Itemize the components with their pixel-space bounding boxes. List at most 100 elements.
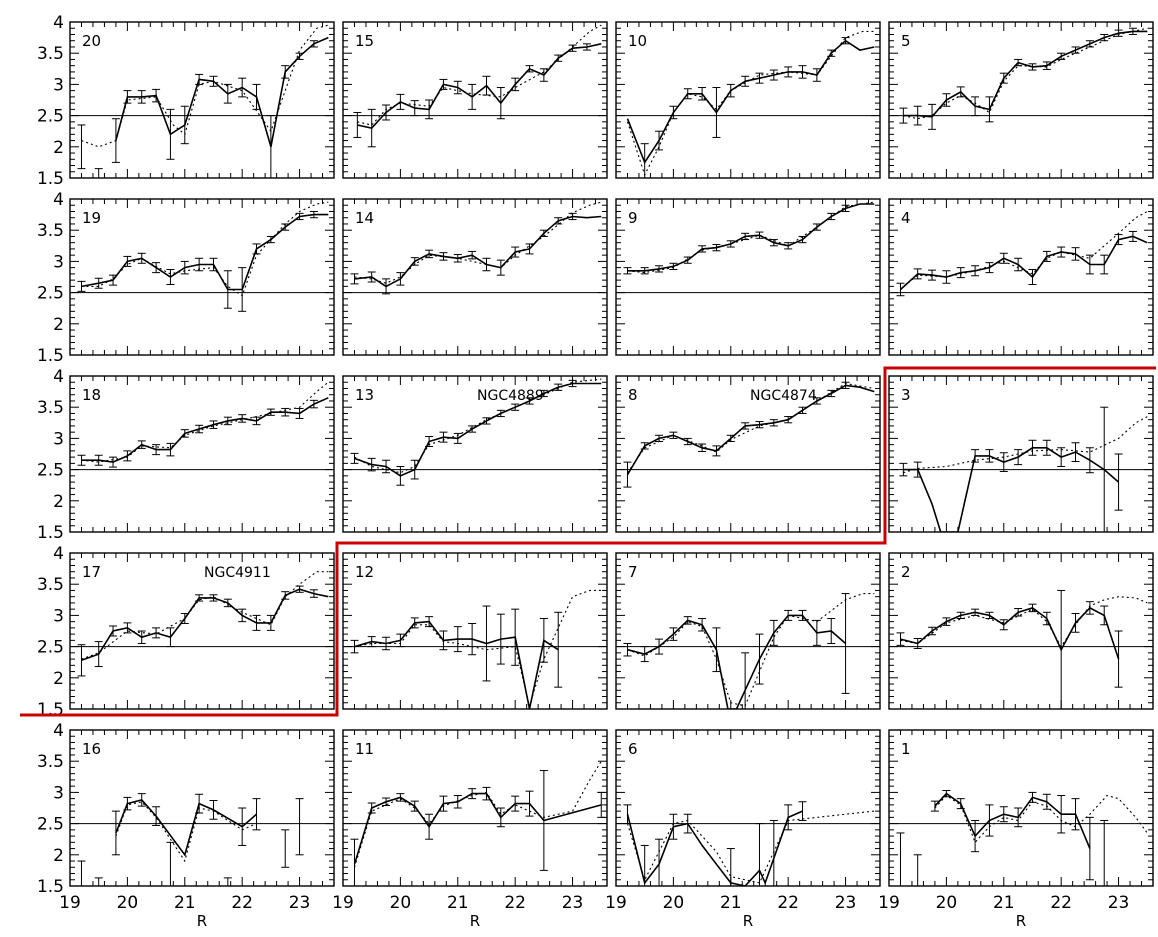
x-tick-label: 19 [59, 893, 81, 913]
panel-number: 11 [355, 740, 374, 758]
y-tick-label: 2.5 [37, 638, 64, 658]
galaxy-annotation: NGC4889 [477, 388, 544, 404]
data-curve [81, 397, 329, 463]
x-tick-label: 21 [447, 893, 469, 913]
panel-16: 16 1.5 2 2.5 3 3.5 4 [37, 721, 335, 897]
panel-3: 3 [888, 375, 1154, 533]
y-tick-label: 2.5 [37, 815, 64, 835]
panel-border [615, 21, 881, 179]
panel-border [69, 198, 335, 356]
model-curve [115, 801, 257, 863]
panel-data [626, 30, 875, 178]
panel-8: 8 NGC4874 [615, 375, 881, 533]
panel-data [896, 211, 1148, 297]
y-tick-label: 4 [53, 190, 64, 210]
panel-19: 19 1.5 2 2.5 3 3.5 4 [37, 190, 335, 366]
y-tick-label: 4 [53, 367, 64, 387]
panel-15: 15 [342, 21, 608, 179]
data-curve [934, 792, 1091, 849]
x-tick-label: 19 [878, 893, 900, 913]
model-curve [626, 810, 875, 884]
panel-20: 20 1.5 2 2.5 3 3.5 4 [37, 13, 335, 189]
panel-number: 8 [628, 386, 638, 404]
y-tick-label: 2.5 [37, 107, 64, 127]
x-tick-label: 23 [835, 893, 857, 913]
panel-border [69, 552, 335, 710]
panel-number: 7 [628, 563, 638, 581]
panel-border [342, 198, 608, 356]
data-curve [627, 614, 847, 709]
y-tick-label: 3.5 [37, 398, 64, 418]
panel-data [896, 589, 1148, 709]
y-tick-label: 2.5 [37, 461, 64, 481]
data-curve [357, 43, 602, 129]
x-axis-label: R [470, 912, 480, 930]
panel-12: 12 [342, 552, 608, 710]
panel-border [69, 375, 335, 533]
data-curve [900, 606, 1120, 660]
y-tick-label: 3 [53, 783, 64, 803]
y-tick-label: 4 [53, 13, 64, 33]
panel-border [342, 552, 608, 710]
panel-9: 9 [615, 198, 881, 356]
panel-number: 6 [628, 740, 638, 758]
panel-data [350, 589, 602, 709]
data-curve [81, 588, 329, 662]
y-tick-label: 4 [53, 544, 64, 564]
panel-data [77, 201, 329, 312]
x-tick-label: 23 [289, 893, 311, 913]
panel-border [615, 729, 881, 887]
x-tick-label: 22 [1050, 893, 1072, 913]
panel-data [623, 593, 875, 709]
panel-data [899, 27, 1148, 130]
panel-data [350, 378, 602, 486]
data-curve [903, 446, 1120, 532]
x-axis-label: R [197, 912, 207, 930]
data-curve [626, 384, 875, 476]
panel-10: 10 [615, 21, 881, 179]
panel-13: 13 NGC4889 [342, 375, 608, 533]
panel-border [342, 375, 608, 533]
x-tick-label: 20 [936, 893, 958, 913]
x-tick-label: 22 [777, 893, 799, 913]
x-tick-label: 20 [117, 893, 139, 913]
y-tick-label: 3 [53, 606, 64, 626]
panel-data [350, 760, 606, 886]
panel-data [350, 201, 602, 295]
y-tick-label: 1.5 [37, 523, 64, 543]
y-tick-label: 2 [53, 846, 64, 866]
y-tick-label: 3.5 [37, 752, 64, 772]
x-axis-label: R [743, 912, 753, 930]
y-tick-label: 4 [53, 721, 64, 741]
panel-border [888, 552, 1154, 710]
panel-border [69, 729, 335, 887]
panel-number: 5 [901, 32, 911, 50]
galaxy-annotation: NGC4911 [204, 565, 271, 581]
x-tick-label: 19 [605, 893, 627, 913]
panel-number: 12 [355, 563, 374, 581]
y-tick-label: 3.5 [37, 575, 64, 595]
y-tick-label: 1.5 [37, 700, 64, 720]
panel-number: 2 [901, 563, 911, 581]
y-tick-label: 3 [53, 252, 64, 272]
y-tick-label: 3.5 [37, 44, 64, 64]
y-tick-label: 3 [53, 429, 64, 449]
panel-data [77, 24, 329, 178]
panel-data [623, 201, 875, 275]
panel-data [77, 381, 329, 468]
highlight-path [20, 366, 1156, 717]
panel-number: 17 [82, 563, 101, 581]
y-tick-label: 2 [53, 138, 64, 158]
panel-4: 4 [888, 198, 1154, 356]
x-tick-label: 21 [720, 893, 742, 913]
y-tick-label: 2 [53, 669, 64, 689]
panel-data [896, 790, 1148, 886]
panel-border [69, 21, 335, 179]
panel-border [615, 552, 881, 710]
panel-14: 14 [342, 198, 608, 356]
panel-number: 10 [628, 32, 647, 50]
panel-6: 6 [615, 729, 881, 887]
x-tick-label: 22 [231, 893, 253, 913]
